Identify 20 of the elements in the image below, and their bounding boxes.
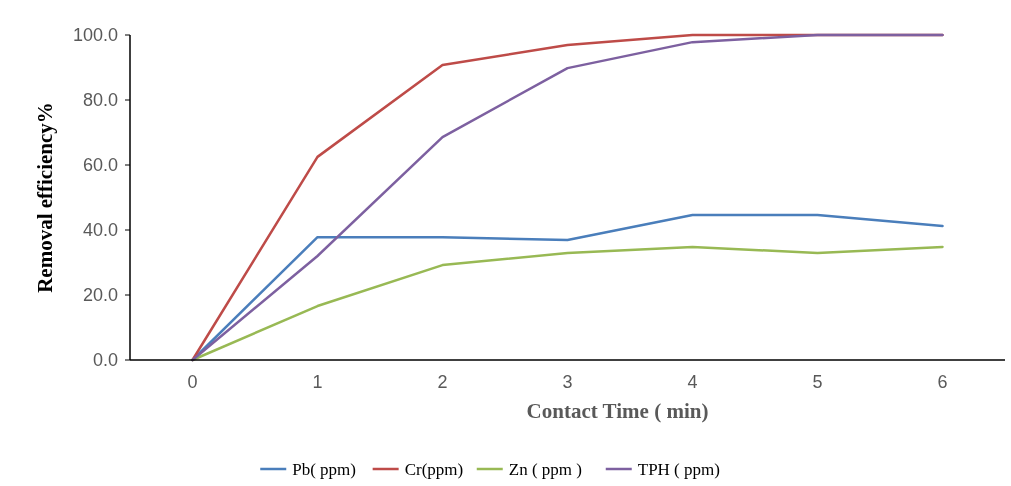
- legend-label: Zn ( ppm ): [508, 460, 582, 479]
- y-tick-label: 80.0: [82, 90, 118, 111]
- line-series: [191, 33, 944, 362]
- y-axis-title: Removal efficiency%: [33, 102, 57, 293]
- y-tick-label: 100.0: [72, 25, 118, 46]
- x-tick-label: 3: [562, 372, 573, 392]
- legend-label: TPH ( ppm): [637, 460, 720, 479]
- y-tick-label: 0.0: [92, 350, 118, 371]
- y-tick-label: 20.0: [82, 285, 118, 306]
- x-tick-label: 4: [687, 372, 698, 392]
- x-tick-label: 0: [187, 372, 198, 392]
- legend-label: Pb( ppm): [292, 460, 356, 479]
- x-tick-label: 1: [312, 372, 323, 392]
- legend-label: Cr(ppm): [404, 460, 464, 479]
- x-tick-label: 5: [812, 372, 823, 392]
- y-tick-label: 60.0: [82, 155, 118, 176]
- y-tick-label: 40.0: [82, 220, 118, 241]
- x-tick-label: 6: [937, 372, 948, 392]
- x-tick-label: 2: [437, 372, 448, 392]
- x-axis-title: Contact Time ( min): [526, 399, 709, 423]
